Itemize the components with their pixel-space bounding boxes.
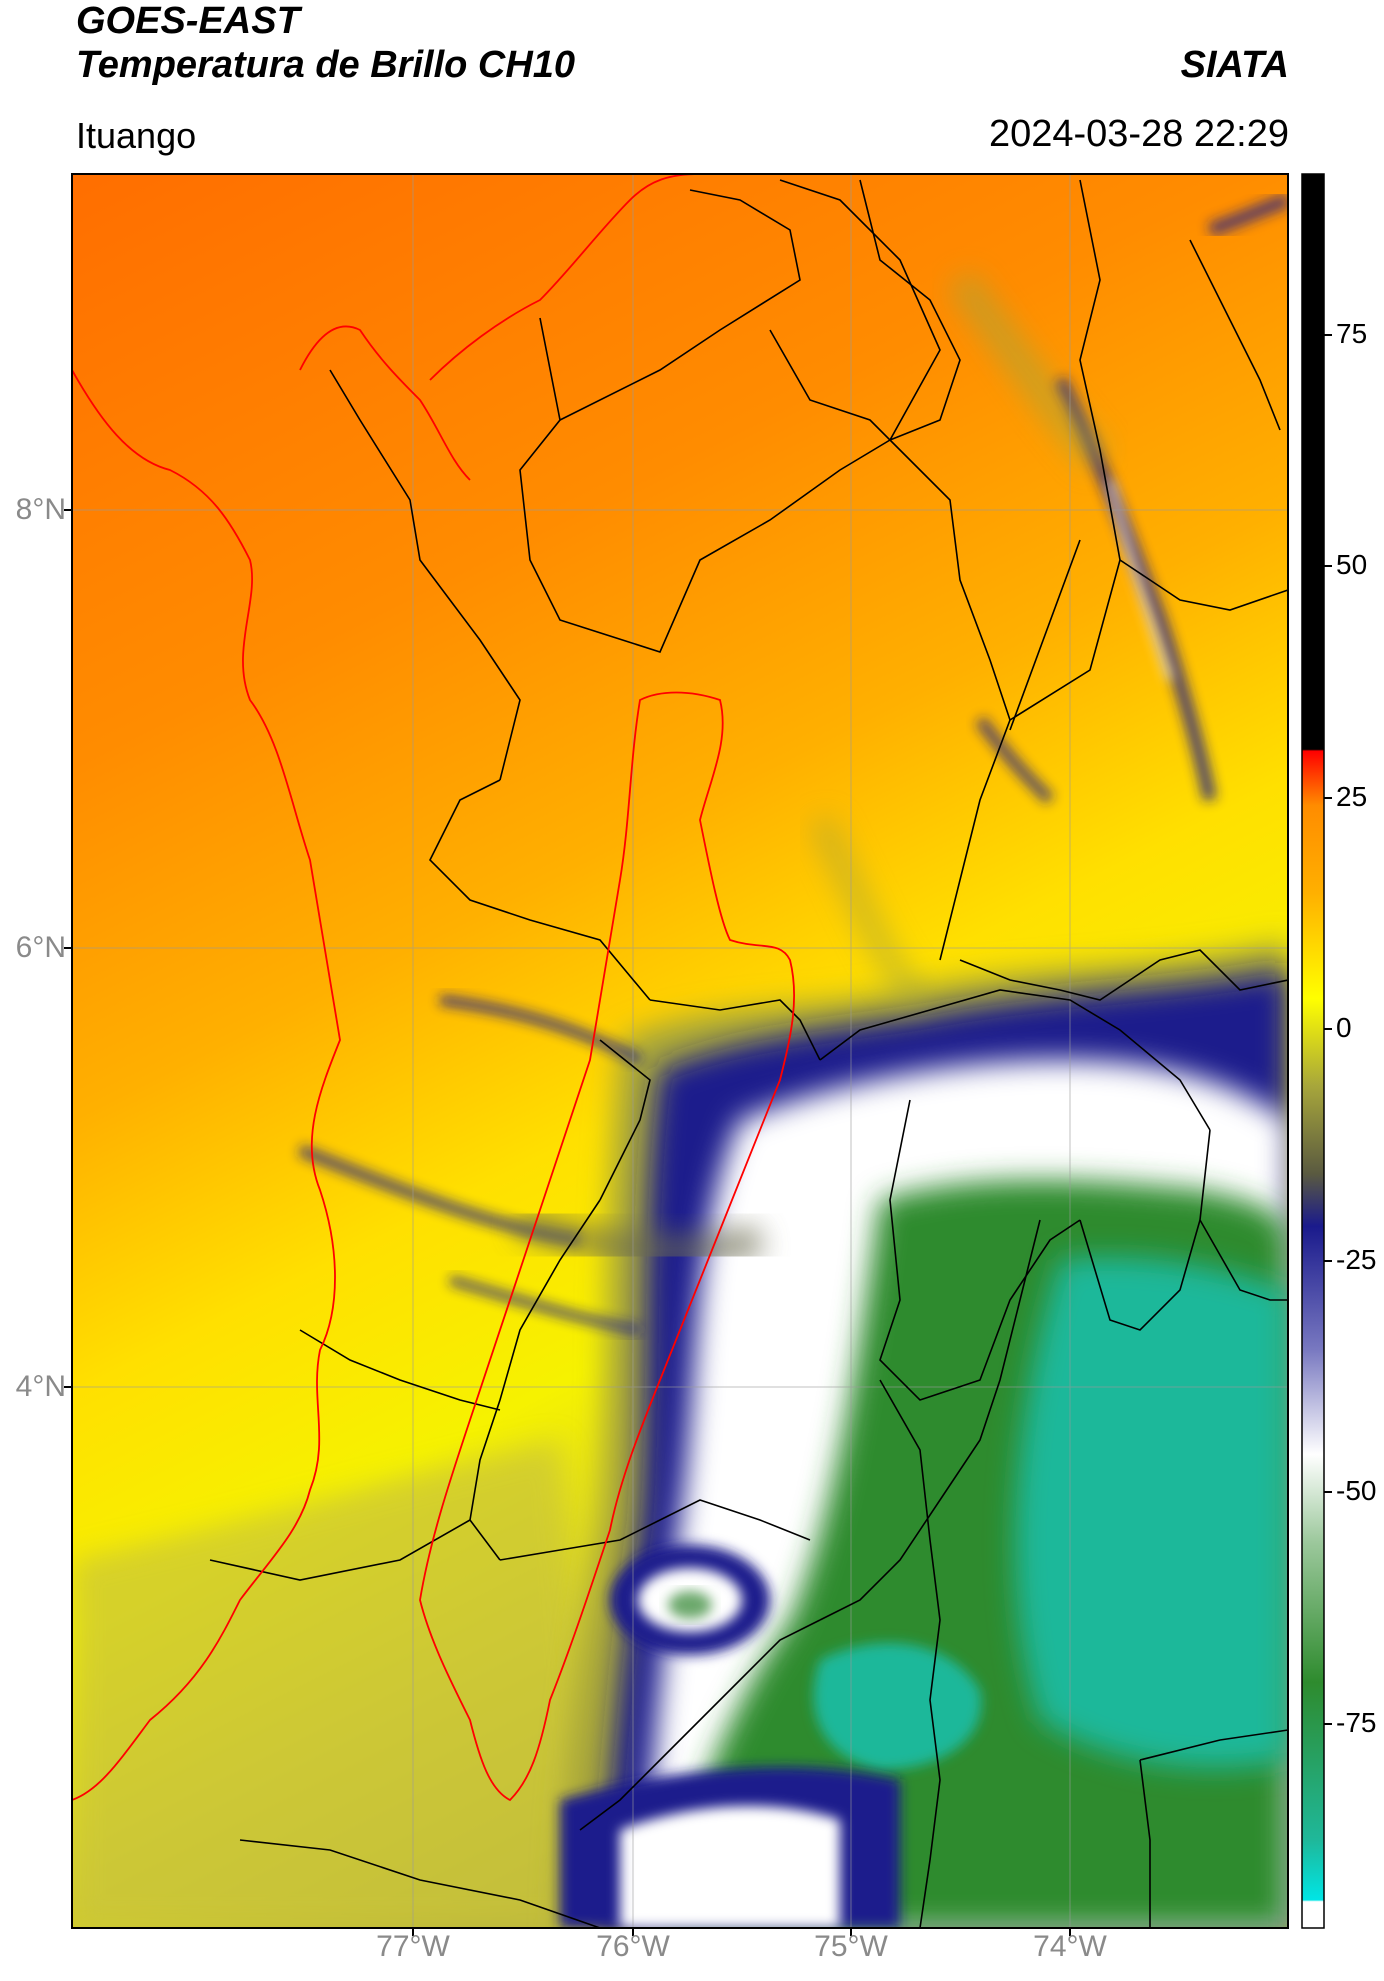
colorbar-tick-label: 25 xyxy=(1336,781,1368,812)
latitude-label-8n: 8°N xyxy=(15,493,66,526)
region-label: Ituango xyxy=(76,115,197,156)
colorbar-tick-label: -75 xyxy=(1336,1707,1377,1738)
coastline-and-basin xyxy=(72,174,795,1802)
cloud-system xyxy=(297,193,1288,1928)
colorbar-tick-label: 75 xyxy=(1336,318,1368,349)
map-title-satellite: GOES-EAST xyxy=(76,0,300,42)
latitude-label-6n: 6°N xyxy=(15,931,66,964)
department-borders xyxy=(209,179,1288,1928)
latitude-label-4n: 4°N xyxy=(15,1370,66,1403)
longitude-label-77w: 77°W xyxy=(376,1930,450,1963)
longitude-label-74w: 74°W xyxy=(1033,1930,1107,1963)
colorbar xyxy=(1301,173,1332,1929)
colorbar-tick-label: 0 xyxy=(1336,1012,1352,1043)
organization-label: SIATA xyxy=(1180,44,1289,86)
longitude-label-75w: 75°W xyxy=(814,1930,888,1963)
map-frame xyxy=(71,173,1289,1929)
colorbar-tick-label: -25 xyxy=(1336,1244,1377,1275)
colorbar-tick-label: -50 xyxy=(1336,1475,1377,1506)
graticule xyxy=(72,174,1288,1928)
datetime-label: 2024-03-28 22:29 xyxy=(988,113,1289,155)
colorbar-tick-label: 50 xyxy=(1336,549,1368,580)
longitude-label-76w: 76°W xyxy=(596,1930,670,1963)
map-title-product: Temperatura de Brillo CH10 xyxy=(76,44,576,86)
